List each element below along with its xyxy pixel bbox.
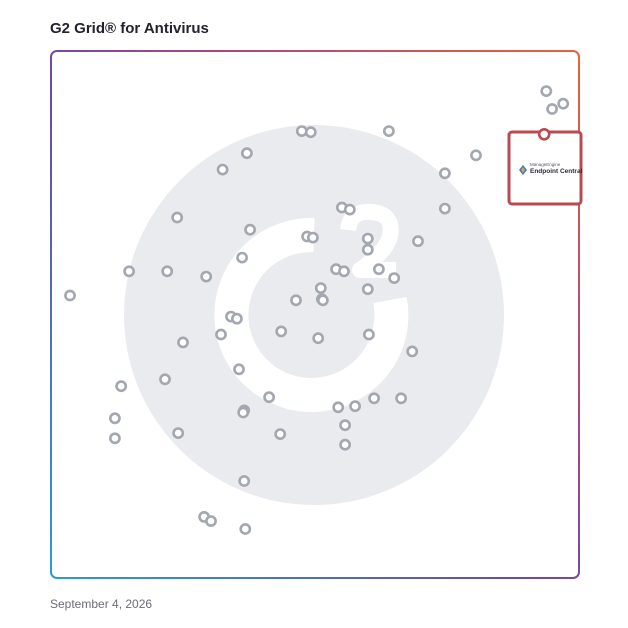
product-point[interactable]	[349, 400, 361, 413]
product-point[interactable]	[314, 282, 327, 294]
product-point[interactable]	[290, 294, 302, 307]
product-point[interactable]	[338, 265, 350, 278]
product-point[interactable]	[274, 428, 287, 440]
manageengine-logo-icon	[519, 165, 527, 175]
product-point[interactable]	[159, 373, 171, 386]
product-point[interactable]	[540, 85, 553, 97]
product-point[interactable]	[236, 251, 248, 264]
product-point[interactable]	[343, 203, 356, 216]
product-point[interactable]	[238, 475, 251, 487]
product-point[interactable]	[438, 202, 451, 215]
product-point[interactable]	[109, 432, 121, 445]
product-point[interactable]	[306, 231, 319, 244]
product-point[interactable]	[177, 336, 189, 349]
product-point[interactable]	[172, 427, 185, 439]
product-point[interactable]	[316, 294, 329, 307]
data-points	[64, 85, 570, 535]
report-date: September 4, 2026	[50, 597, 153, 611]
product-point[interactable]	[263, 391, 275, 404]
grid-border	[50, 50, 580, 579]
product-point[interactable]	[546, 103, 558, 115]
product-point[interactable]	[388, 272, 401, 284]
product-point[interactable]	[215, 328, 227, 341]
product-point[interactable]	[161, 265, 174, 278]
product-point[interactable]	[216, 163, 229, 176]
product-point[interactable]	[123, 265, 136, 278]
product-point[interactable]	[412, 235, 424, 248]
product-point[interactable]	[240, 147, 253, 160]
product-point[interactable]	[233, 363, 245, 376]
product-point[interactable]	[339, 419, 351, 432]
product-point[interactable]	[304, 126, 317, 139]
product-point[interactable]	[372, 263, 385, 276]
product-point[interactable]	[557, 97, 570, 110]
product-point[interactable]	[115, 380, 128, 393]
highlight-logo-main: Endpoint Central	[530, 168, 583, 175]
product-point[interactable]	[438, 167, 451, 180]
product-point[interactable]	[406, 345, 419, 358]
product-point[interactable]	[339, 438, 351, 451]
product-point[interactable]	[64, 289, 76, 302]
product-point[interactable]	[171, 211, 184, 224]
product-point[interactable]	[361, 243, 374, 256]
product-point[interactable]	[200, 270, 213, 283]
product-point[interactable]	[237, 406, 250, 419]
highlighted-point[interactable]	[537, 128, 551, 141]
product-point[interactable]	[395, 392, 407, 405]
product-point[interactable]	[368, 392, 380, 405]
product-point[interactable]	[361, 283, 374, 296]
highlight-logo-small: ManageEngine	[530, 162, 561, 167]
product-point[interactable]	[312, 332, 325, 345]
product-point[interactable]	[205, 515, 217, 527]
product-point[interactable]	[362, 328, 375, 341]
product-point[interactable]	[275, 325, 288, 338]
product-point[interactable]	[239, 523, 252, 535]
product-point[interactable]	[361, 232, 374, 245]
highlighted-product[interactable]: ManageEngine Endpoint Central	[507, 128, 583, 206]
product-point[interactable]	[244, 223, 256, 236]
product-point[interactable]	[470, 149, 482, 162]
product-point[interactable]	[332, 401, 345, 414]
chart-title: G2 Grid® for Antivirus	[50, 20, 209, 37]
product-point[interactable]	[109, 412, 121, 425]
product-point[interactable]	[230, 312, 243, 325]
product-point[interactable]	[382, 125, 395, 138]
